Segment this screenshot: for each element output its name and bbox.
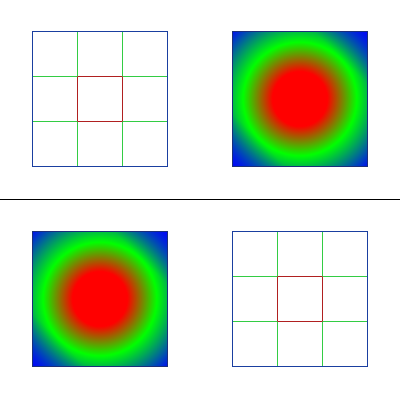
gradient-tile-top-right <box>232 31 368 167</box>
grid-tile-top-left <box>32 31 168 167</box>
horizontal-divider <box>0 199 400 200</box>
grid-graphic <box>32 31 168 167</box>
gradient-tile-bottom-left <box>32 231 168 367</box>
grid-tile-bottom-right <box>232 231 368 367</box>
gradient-graphic <box>232 31 368 167</box>
gradient-graphic <box>32 231 168 367</box>
grid-graphic <box>232 231 368 367</box>
